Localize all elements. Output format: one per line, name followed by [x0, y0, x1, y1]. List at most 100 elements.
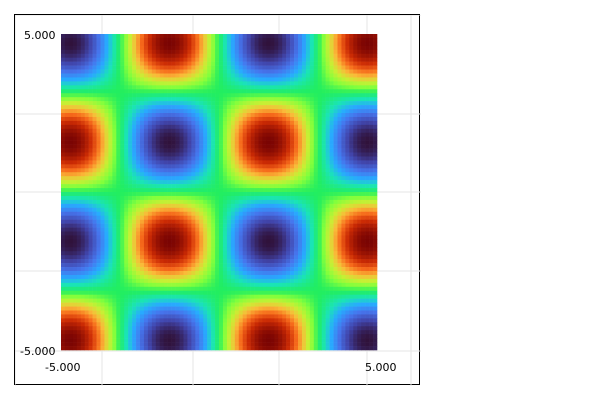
- heatmap-cell: [120, 247, 125, 252]
- heatmap-cell: [96, 53, 101, 58]
- heatmap-cell: [124, 53, 129, 58]
- heatmap-cell: [147, 195, 153, 201]
- heatmap-cell: [124, 34, 129, 39]
- heatmap-cell: [290, 168, 295, 173]
- heatmap-cell: [373, 89, 378, 94]
- heatmap-cell: [116, 247, 121, 252]
- heatmap-cell: [195, 77, 200, 82]
- heatmap-cell: [341, 263, 346, 268]
- heatmap-cell: [163, 263, 168, 268]
- heatmap-cell: [112, 37, 117, 43]
- heatmap-cell: [132, 73, 137, 78]
- heatmap-cell: [183, 136, 188, 141]
- heatmap-cell: [361, 211, 366, 216]
- heatmap-cell: [159, 89, 164, 94]
- heatmap-cell: [305, 251, 311, 256]
- heatmap-cell: [345, 255, 350, 260]
- heatmap-cell: [183, 274, 188, 280]
- heatmap-cell: [226, 101, 232, 106]
- heatmap-cell: [100, 148, 105, 153]
- heatmap-cell: [345, 34, 350, 39]
- heatmap-cell: [100, 274, 105, 280]
- heatmap-cell: [365, 148, 370, 153]
- heatmap-cell: [373, 180, 378, 185]
- heatmap-cell: [132, 101, 137, 106]
- heatmap-cell: [167, 255, 172, 260]
- heatmap-cell: [112, 263, 117, 268]
- heatmap-cell: [242, 235, 247, 240]
- heatmap-cell: [163, 128, 168, 134]
- heatmap-cell: [167, 132, 172, 137]
- heatmap-cell: [329, 168, 334, 173]
- heatmap-cell: [195, 73, 200, 78]
- heatmap-cell: [286, 65, 291, 70]
- heatmap-cell: [349, 255, 354, 260]
- heatmap-cell: [242, 156, 247, 161]
- heatmap-cell: [68, 231, 74, 236]
- heatmap-cell: [175, 140, 180, 145]
- heatmap-cell: [286, 61, 291, 66]
- heatmap-cell: [246, 65, 251, 70]
- heatmap-cell: [203, 53, 208, 58]
- heatmap-cell: [199, 45, 204, 51]
- heatmap-cell: [313, 207, 319, 213]
- heatmap-cell: [151, 278, 157, 284]
- heatmap-cell: [242, 101, 247, 106]
- heatmap-cell: [132, 203, 137, 209]
- heatmap-cell: [254, 251, 259, 256]
- heatmap-cell: [222, 89, 228, 94]
- heatmap-cell: [333, 140, 338, 145]
- heatmap-cell: [92, 152, 97, 157]
- heatmap-cell: [128, 57, 133, 62]
- heatmap-cell: [238, 199, 243, 205]
- heatmap-cell: [369, 211, 374, 216]
- heatmap-cell: [294, 89, 299, 94]
- heatmap-cell: [250, 101, 255, 106]
- heatmap-cell: [266, 160, 271, 165]
- heatmap-cell: [226, 85, 232, 90]
- heatmap-cell: [112, 116, 117, 122]
- heatmap-cell: [349, 184, 354, 189]
- heatmap-cell: [143, 184, 149, 189]
- heatmap-cell: [155, 89, 161, 94]
- heatmap-cell: [183, 176, 188, 181]
- heatmap-cell: [361, 89, 366, 94]
- heatmap-cell: [230, 132, 236, 137]
- heatmap-cell: [159, 172, 164, 177]
- heatmap-cell: [337, 251, 342, 256]
- heatmap-cell: [337, 188, 342, 193]
- heatmap-cell: [104, 101, 109, 106]
- heatmap-cell: [68, 144, 74, 149]
- heatmap-cell: [140, 97, 145, 102]
- heatmap-cell: [76, 267, 82, 272]
- heatmap-cell: [345, 101, 350, 106]
- heatmap-cell: [136, 223, 141, 228]
- heatmap-cell: [124, 152, 129, 157]
- heatmap-cell: [140, 116, 145, 122]
- heatmap-cell: [92, 136, 97, 141]
- heatmap-cell: [100, 215, 105, 220]
- heatmap-cell: [207, 77, 212, 82]
- heatmap-cell: [171, 41, 176, 47]
- heatmap-cell: [345, 184, 350, 189]
- heatmap-cell: [72, 81, 78, 86]
- heatmap-cell: [132, 180, 137, 185]
- heatmap-cell: [353, 231, 358, 236]
- heatmap-cell: [64, 243, 70, 248]
- heatmap-cell: [136, 120, 141, 126]
- heatmap-cell: [203, 156, 208, 161]
- heatmap-cell: [258, 105, 263, 110]
- heatmap-cell: [274, 203, 279, 209]
- heatmap-cell: [195, 34, 200, 39]
- heatmap-cell: [100, 116, 105, 122]
- heatmap-cell: [321, 251, 326, 256]
- heatmap-cell: [92, 219, 97, 224]
- heatmap-cell: [234, 184, 240, 189]
- heatmap-cell: [167, 65, 172, 70]
- heatmap-cell: [132, 97, 137, 102]
- heatmap-cell: [68, 168, 74, 173]
- heatmap-cell: [191, 101, 196, 106]
- heatmap-cell: [226, 41, 232, 47]
- heatmap-cell: [211, 34, 216, 39]
- heatmap-cell: [357, 239, 362, 244]
